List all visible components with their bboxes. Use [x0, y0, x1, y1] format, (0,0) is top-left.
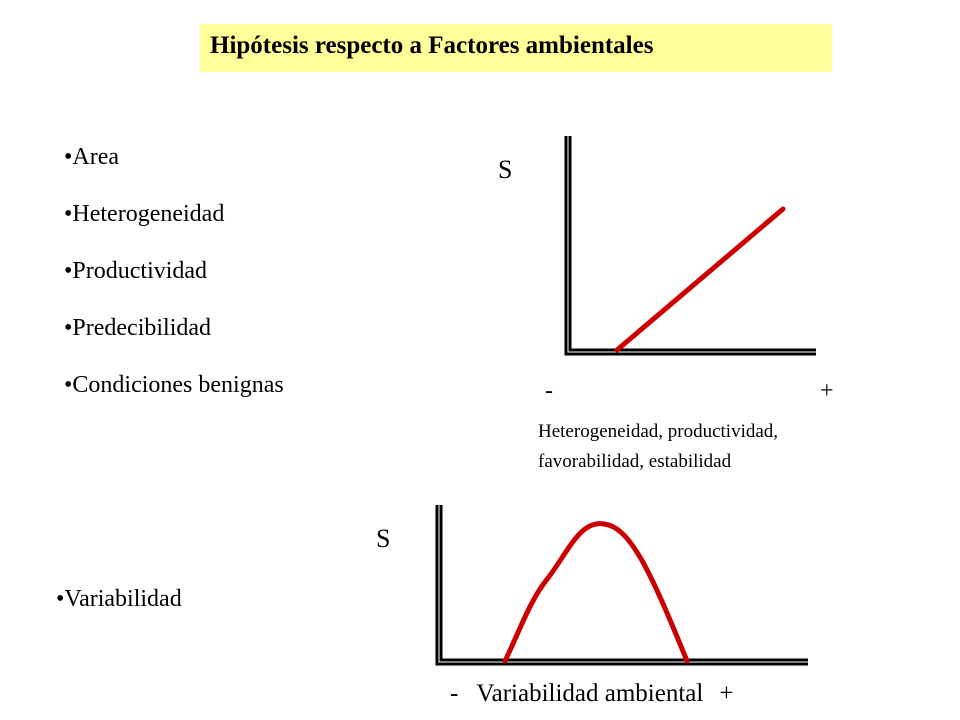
chart1-y-label: S: [498, 155, 513, 184]
chart1-x-max-label: +: [820, 378, 834, 404]
factor-item-productividad: •Productividad: [64, 258, 208, 284]
chart2-x-max-label: +: [719, 680, 734, 707]
chart2-x-min-label: -: [450, 680, 459, 707]
chart2-axes: [435, 505, 808, 666]
factor-item-area: •Area: [64, 144, 120, 170]
chart2-y-label: S: [376, 524, 391, 553]
title-box: Hipótesis respecto a Factores ambientale…: [200, 24, 832, 72]
chart1-trend-line: [614, 206, 786, 353]
factor-list: •Area •Heterogeneidad •Productividad •Pr…: [64, 138, 284, 423]
factor-item-predecibilidad: •Predecibilidad: [64, 315, 212, 341]
factor-item-heterogeneidad: •Heterogeneidad: [64, 201, 225, 227]
factor-item-condiciones: •Condiciones benignas: [64, 372, 284, 398]
chart1-axes: [564, 136, 816, 356]
chart1-x-min-label: -: [545, 378, 553, 404]
chart2-x-label: - Variabilidad ambiental +: [450, 680, 733, 708]
slide-title: Hipótesis respecto a Factores ambientale…: [210, 32, 654, 59]
chart2-hump-curve: [502, 521, 690, 664]
chart2-x-title: Variabilidad ambiental: [476, 680, 704, 707]
chart1-x-label: Heterogeneidad, productividad, favorabil…: [538, 421, 779, 472]
factor-item-variabilidad: •Variabilidad: [56, 586, 182, 612]
